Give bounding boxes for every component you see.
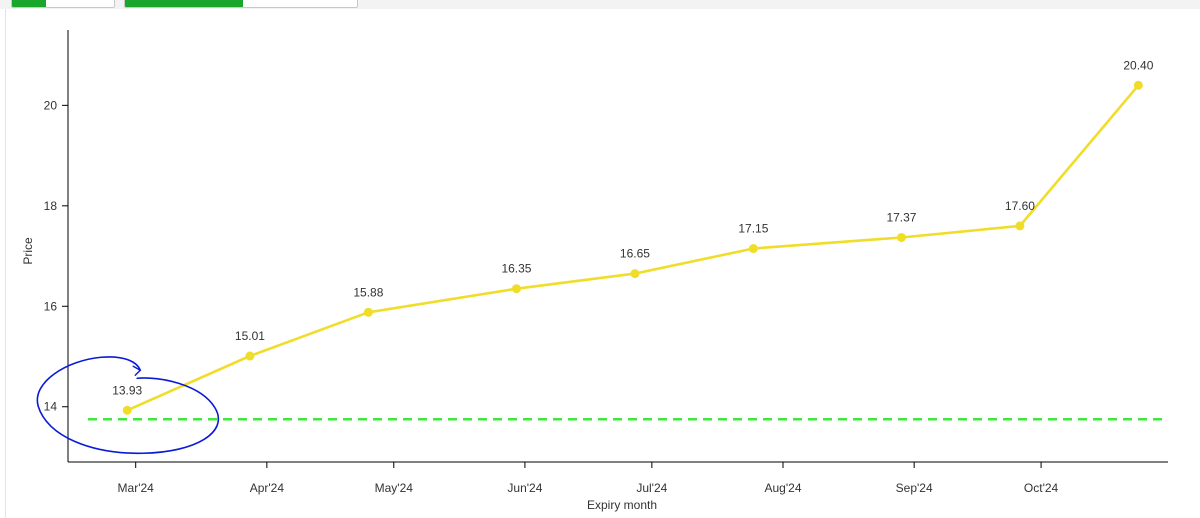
data-label: 16.35 [501,262,531,276]
tab-group-2-active-segment[interactable] [125,0,243,7]
data-label: 17.15 [738,222,768,236]
data-labels: 13.93 15.01 15.88 16.35 16.65 17.15 17.37 17.60… [112,58,1154,397]
top-toolbar [0,0,1200,9]
data-label: 17.60 [1005,199,1035,213]
data-point [1015,221,1025,231]
data-point [363,307,373,317]
data-point [630,269,640,279]
data-point [748,244,758,254]
y-tick-label: 14 [44,400,58,414]
data-point [896,232,906,242]
x-tick-label: Oct'24 [1024,481,1059,495]
hand-drawn-circle-annotation [36,356,220,455]
tab-group-1-active-segment[interactable] [12,0,46,7]
y-tick-label: 16 [44,299,58,313]
data-point [511,284,521,294]
axes: 14 16 18 20 Mar'24 Apr'24 May'24 Jun'24 Jul'24 Au… [44,30,1168,495]
data-label: 15.88 [353,285,383,299]
tab-group-2-inactive-segment[interactable] [243,0,357,7]
y-tick-label: 20 [44,98,58,112]
data-point [122,405,132,415]
data-label: 16.65 [620,247,650,261]
data-label: 15.01 [235,329,265,343]
x-tick-label: Jul'24 [636,481,667,495]
x-tick-label: Sep'24 [896,481,933,495]
x-tick-label: May'24 [375,481,414,495]
data-label: 20.40 [1123,58,1153,72]
data-point [245,351,255,361]
tab-group-2[interactable] [124,0,358,8]
tab-group-1-inactive-segment[interactable] [46,0,114,7]
y-axis-title: Price [21,237,35,265]
tab-group-1[interactable] [11,0,115,8]
data-label: 13.93 [112,383,142,397]
x-tick-label: Mar'24 [118,481,155,495]
x-tick-label: Apr'24 [250,481,285,495]
annotation-hook [132,365,142,376]
data-label: 17.37 [886,210,916,224]
y-tick-label: 18 [44,199,58,213]
series [122,80,1143,415]
data-point [1133,80,1143,90]
annotations [36,356,220,455]
panel-divider [5,9,6,518]
x-axis-title: Expiry month [587,498,657,512]
x-tick-label: Aug'24 [765,481,802,495]
x-tick-label: Jun'24 [507,481,542,495]
